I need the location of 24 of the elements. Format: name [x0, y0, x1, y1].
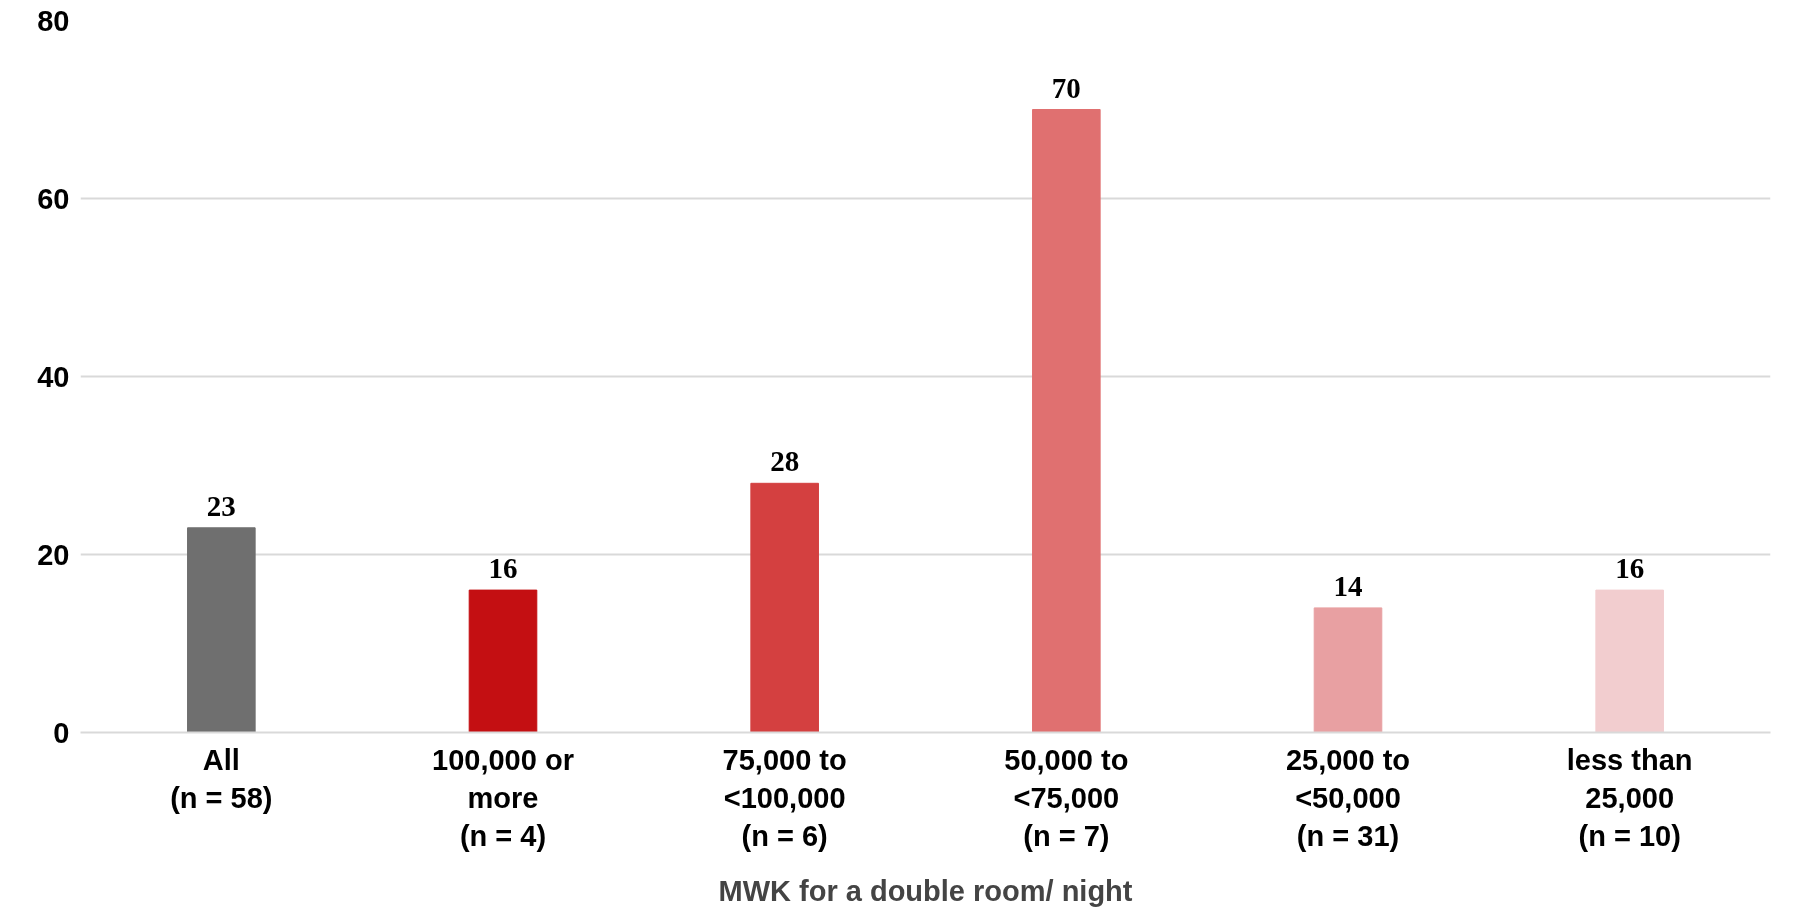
- data-label: 23: [206, 489, 236, 522]
- data-label: 28: [770, 445, 800, 478]
- x-tick-label: less than 25,000 (n = 10): [1566, 743, 1693, 853]
- data-label: 16: [488, 552, 518, 585]
- bar: [468, 589, 538, 733]
- bar: [750, 482, 819, 733]
- data-label: 16: [1615, 552, 1645, 585]
- bar: [1595, 589, 1664, 733]
- y-tick-label: 40: [37, 360, 70, 393]
- data-label: 14: [1333, 569, 1363, 602]
- data-label: 70: [1051, 71, 1081, 104]
- y-tick-label: 60: [37, 182, 70, 215]
- bar: [187, 527, 256, 733]
- x-tick-label: All (n = 58): [170, 743, 273, 814]
- x-tick-label: 50,000 to <75,000 (n = 7): [1004, 743, 1129, 853]
- x-tick-label: 100,000 or more (n = 4): [432, 743, 574, 853]
- x-axis-title: MWK for a double room/ night: [718, 875, 1133, 908]
- y-tick-label: 80: [37, 4, 70, 37]
- bar: [1313, 607, 1383, 733]
- y-tick-label: 20: [37, 538, 70, 571]
- y-tick-label: 0: [53, 716, 70, 749]
- bar: [1032, 109, 1101, 733]
- x-tick-label: 25,000 to <50,000 (n = 31): [1285, 743, 1411, 853]
- x-tick-label: 75,000 to <100,000 (n = 6): [722, 743, 847, 853]
